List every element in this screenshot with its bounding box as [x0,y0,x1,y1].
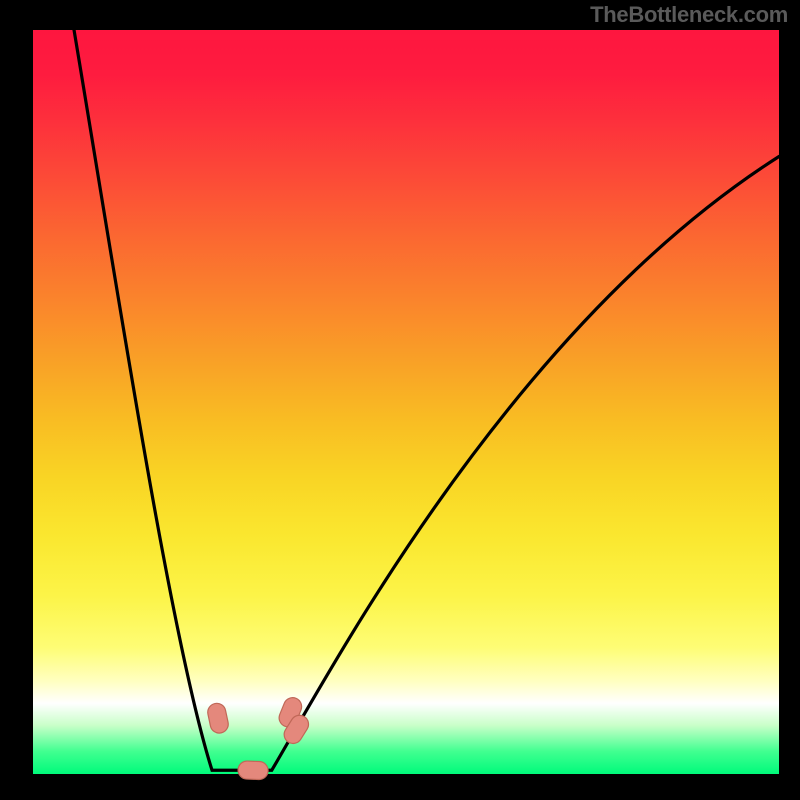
watermark-text: TheBottleneck.com [590,2,788,28]
data-marker [238,761,269,780]
chart-svg [0,0,800,800]
chart-container: TheBottleneck.com [0,0,800,800]
plot-background [33,30,779,774]
